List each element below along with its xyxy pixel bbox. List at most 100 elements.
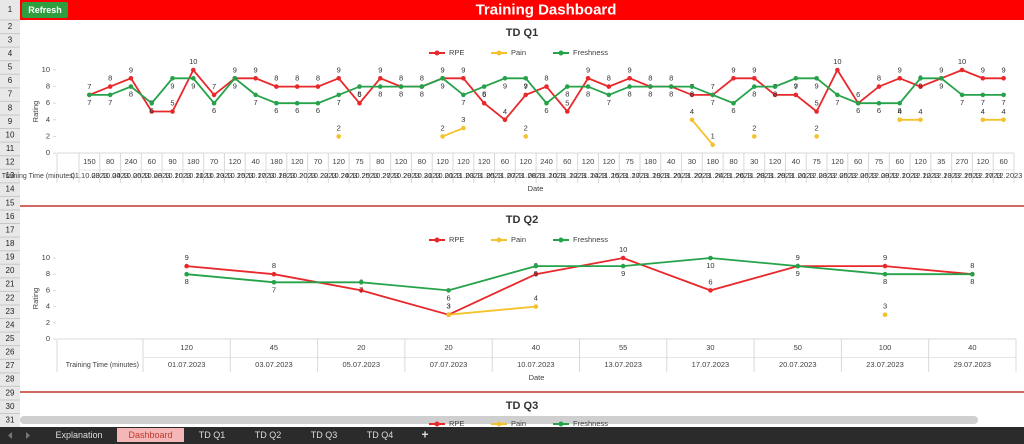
training-time: 60 bbox=[563, 157, 571, 166]
data-point bbox=[918, 117, 923, 123]
x-tick-label: 03.11.2023 bbox=[466, 171, 503, 180]
training-time: 40 bbox=[968, 343, 976, 352]
data-point bbox=[544, 84, 549, 89]
y-tick-label: 0 bbox=[46, 148, 50, 157]
data-label: 9 bbox=[621, 269, 625, 278]
training-time: 120 bbox=[180, 343, 193, 352]
x-tick-label: 20.10.2023 bbox=[299, 171, 337, 180]
data-point bbox=[1001, 117, 1006, 123]
x-tick-label: 21.11.2023 bbox=[673, 171, 710, 180]
x-tick-label: 07.07.2023 bbox=[430, 360, 468, 369]
data-label: 8 bbox=[970, 261, 974, 270]
row-number: 10 bbox=[6, 130, 15, 139]
data-label: 9 bbox=[254, 65, 258, 74]
legend-label: RPE bbox=[449, 48, 464, 57]
training-time: 60 bbox=[501, 157, 509, 166]
sheet-tab[interactable]: Explanation bbox=[55, 430, 102, 440]
data-label: 7 bbox=[87, 98, 91, 107]
data-point bbox=[440, 134, 445, 139]
sheet-tab[interactable]: TD Q3 bbox=[311, 430, 338, 440]
training-time: 120 bbox=[582, 157, 595, 166]
data-label: 4 bbox=[981, 107, 985, 116]
data-label: 9 bbox=[731, 65, 735, 74]
data-label: 8 bbox=[399, 90, 403, 99]
training-time: 120 bbox=[229, 157, 242, 166]
data-label: 8 bbox=[586, 90, 590, 99]
data-point bbox=[107, 84, 113, 89]
sheet-tab[interactable]: + bbox=[421, 428, 428, 442]
data-label: 8 bbox=[274, 74, 278, 83]
data-label: 9 bbox=[796, 253, 800, 262]
data-label: 7 bbox=[337, 98, 341, 107]
legend-dot bbox=[434, 421, 440, 427]
row-number: 11 bbox=[6, 144, 15, 153]
data-point bbox=[128, 76, 134, 81]
data-label: 9 bbox=[918, 81, 922, 90]
x-tick-label: 29.10.2023 bbox=[403, 171, 441, 180]
training-time: 60 bbox=[148, 157, 156, 166]
row-number: 21 bbox=[6, 280, 15, 289]
training-time: 75 bbox=[625, 157, 633, 166]
x-tick-label: 06.12.2023 bbox=[860, 171, 898, 180]
data-label: 7 bbox=[794, 82, 798, 91]
row-number: 20 bbox=[6, 266, 15, 275]
data-point bbox=[855, 100, 861, 106]
row-number: 8 bbox=[8, 103, 13, 112]
data-label: 6 bbox=[295, 106, 299, 115]
y-axis-label: Rating bbox=[31, 288, 40, 310]
sheet-tab[interactable]: TD Q1 bbox=[199, 430, 226, 440]
data-label: 5 bbox=[815, 98, 819, 107]
data-label: 7 bbox=[87, 82, 91, 91]
data-point bbox=[523, 76, 529, 81]
data-point bbox=[461, 76, 466, 81]
legend-label: Freshness bbox=[573, 235, 608, 244]
data-point bbox=[170, 76, 175, 81]
data-label: 6 bbox=[856, 90, 860, 99]
data-label: 8 bbox=[420, 90, 424, 99]
chart-title: TD Q2 bbox=[506, 214, 538, 226]
data-label: 3 bbox=[446, 302, 450, 311]
data-label: 9 bbox=[796, 269, 800, 278]
training-time: 45 bbox=[270, 343, 278, 352]
data-point bbox=[710, 92, 716, 98]
sheet-tab[interactable]: TD Q2 bbox=[255, 430, 282, 440]
data-label: 9 bbox=[378, 65, 382, 74]
row-number: 22 bbox=[6, 293, 15, 302]
refresh-label[interactable]: Refresh bbox=[28, 5, 62, 15]
scrollbar[interactable] bbox=[20, 416, 978, 424]
x-tick-label: 01.11.2023 bbox=[445, 171, 482, 180]
training-time: 120 bbox=[769, 157, 782, 166]
y-tick-label: 6 bbox=[46, 285, 50, 294]
row-number: 12 bbox=[6, 158, 15, 167]
data-label: 6 bbox=[708, 277, 712, 286]
data-point bbox=[585, 76, 591, 81]
data-label: 8 bbox=[316, 74, 320, 83]
training-time: 40 bbox=[792, 157, 800, 166]
data-point bbox=[211, 92, 217, 98]
data-label: 8 bbox=[420, 74, 424, 83]
x-tick-label: 22.10.2023 bbox=[320, 171, 358, 180]
row-number: 7 bbox=[8, 90, 13, 99]
data-label: 8 bbox=[565, 90, 569, 99]
data-label: 8 bbox=[648, 74, 652, 83]
data-label: 10 bbox=[706, 261, 714, 270]
data-label: 4 bbox=[503, 107, 507, 116]
legend-label: Freshness bbox=[573, 48, 608, 57]
active-tab[interactable] bbox=[117, 428, 184, 442]
x-axis-label: Date bbox=[528, 184, 544, 193]
y-axis-label: Rating bbox=[31, 101, 40, 123]
data-label: 9 bbox=[586, 65, 590, 74]
refresh-button[interactable] bbox=[22, 2, 68, 18]
data-label: 9 bbox=[939, 81, 943, 90]
x-tick-label: 19.11.2023 bbox=[653, 171, 690, 180]
data-point bbox=[271, 271, 277, 277]
sheet-tab[interactable]: Dashboard bbox=[128, 430, 172, 440]
series-line bbox=[442, 118, 1004, 146]
data-label: 7 bbox=[108, 98, 112, 107]
data-point bbox=[419, 84, 425, 89]
training-time: 120 bbox=[478, 157, 491, 166]
data-point bbox=[502, 117, 508, 123]
sheet-tab[interactable]: TD Q4 bbox=[367, 430, 394, 440]
data-label: 8 bbox=[378, 90, 382, 99]
data-label: 7 bbox=[981, 98, 985, 107]
